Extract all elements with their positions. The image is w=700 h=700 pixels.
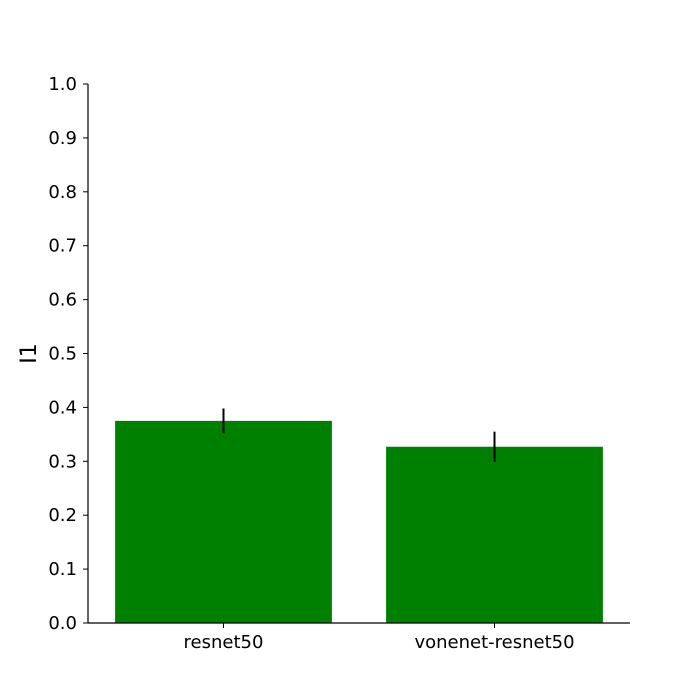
y-tick-label: 0.2 bbox=[48, 505, 77, 526]
y-tick-label: 0.6 bbox=[48, 290, 77, 311]
y-tick-label: 0.5 bbox=[48, 344, 77, 365]
y-ticks-layer: 0.0 0.1 0.2 0.3 0.4 0.5 0.6 0.7 0.8 0.9 1.0 bbox=[48, 74, 88, 634]
y-tick-label: 0.1 bbox=[48, 559, 77, 580]
y-tick-label: 0.0 bbox=[48, 613, 77, 634]
y-axis-title: I1 bbox=[17, 343, 42, 364]
bars-layer bbox=[115, 420, 603, 623]
y-tick-label: 0.9 bbox=[48, 128, 77, 149]
y-tick-label: 1.0 bbox=[48, 74, 77, 95]
x-tick-label: resnet50 bbox=[184, 632, 264, 653]
y-tick-label: 0.7 bbox=[48, 236, 77, 257]
bar-resnet50 bbox=[115, 420, 332, 623]
y-tick-label: 0.3 bbox=[48, 451, 77, 472]
x-tick-label: vonenet-resnet50 bbox=[414, 632, 574, 653]
bar-vonenet-resnet50 bbox=[386, 446, 603, 623]
y-tick-label: 0.4 bbox=[48, 397, 77, 418]
y-tick-label: 0.8 bbox=[48, 182, 77, 203]
error-bars-layer bbox=[222, 408, 496, 462]
x-ticks-layer: resnet50 vonenet-resnet50 bbox=[184, 623, 575, 653]
